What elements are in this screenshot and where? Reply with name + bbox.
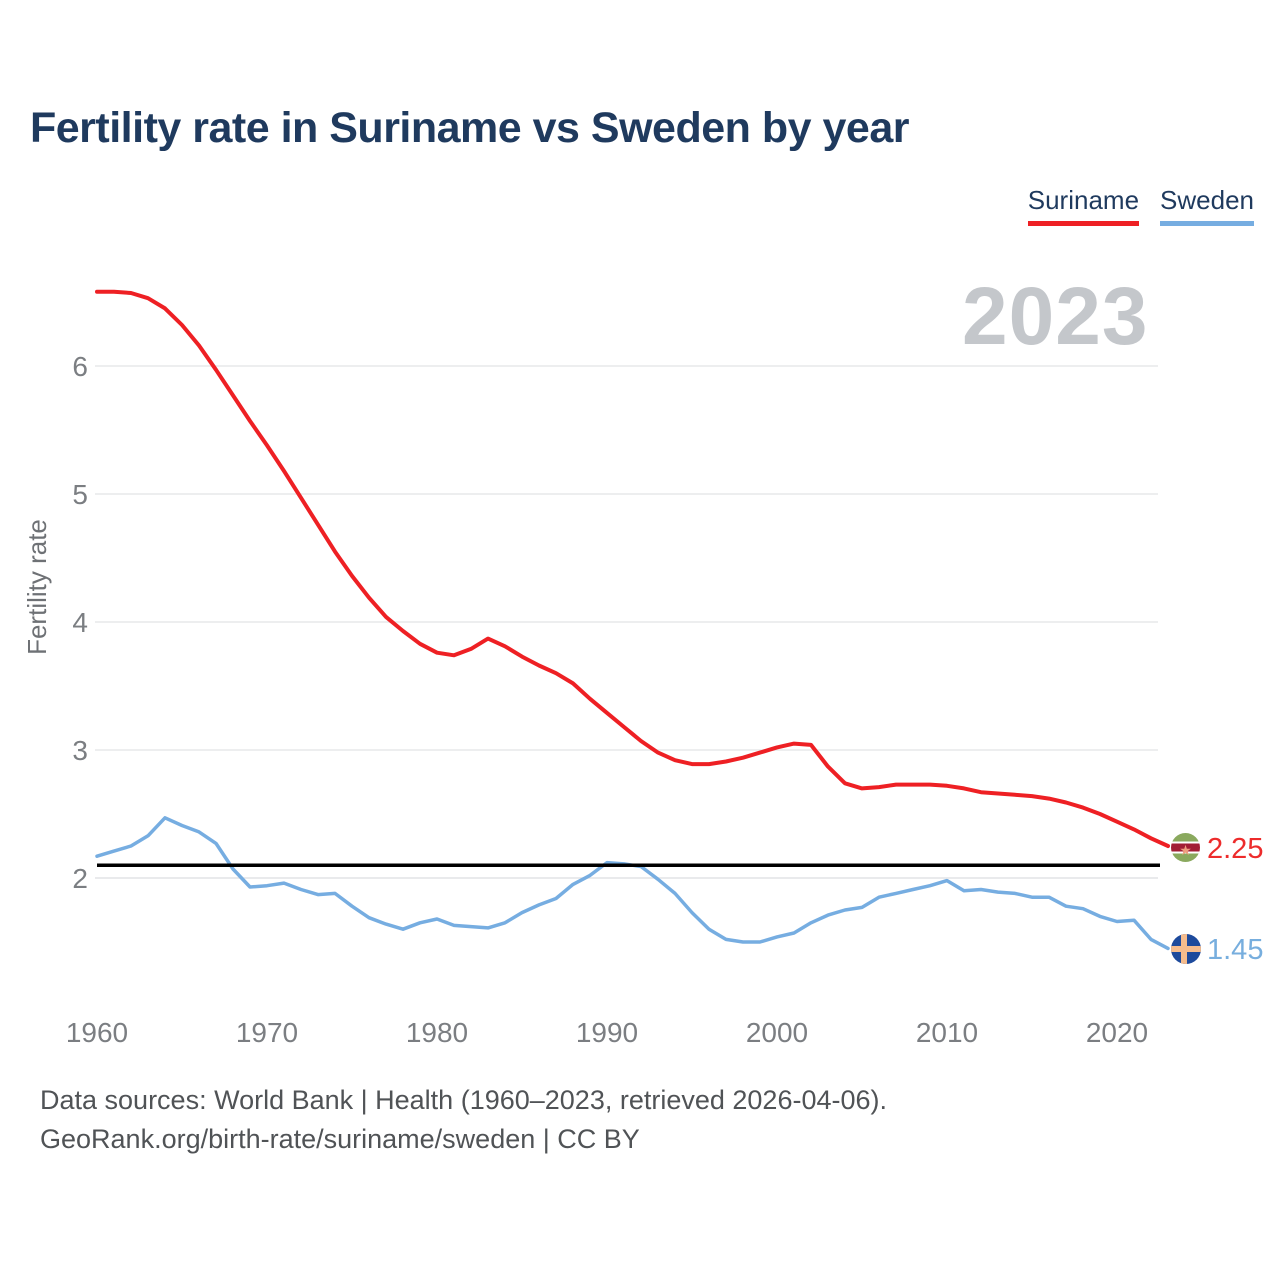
watermark-year: 2023 [962,271,1149,362]
x-axis-ticks: 1960 1970 1980 1990 2000 2010 2020 [66,1017,1148,1048]
suriname-flag-star-icon: ★ [1179,842,1192,858]
y-tick-3: 3 [72,735,88,766]
series-line-suriname [95,289,1170,848]
series-layer [95,289,1170,951]
legend-sweden-underline [1160,221,1254,226]
footer-attribution: GeoRank.org/birth-rate/suriname/sweden |… [40,1124,640,1154]
legend: Suriname Sweden [1027,185,1254,226]
legend-suriname-label: Suriname [1027,185,1140,215]
series-line-sweden [95,816,1170,951]
legend-sweden-label: Sweden [1160,185,1254,215]
suriname-flag-icon: ★ [1171,833,1200,862]
gridlines [95,365,1158,879]
y-tick-4: 4 [72,607,88,638]
footer: Data sources: World Bank | Health (1960–… [40,1081,887,1159]
sweden-flag-icon [1171,934,1201,964]
legend-item-suriname[interactable]: Suriname [1027,185,1140,226]
x-tick-1960: 1960 [66,1017,128,1048]
x-tick-2020: 2020 [1086,1017,1148,1048]
y-tick-5: 5 [72,479,88,510]
y-tick-6: 6 [72,351,88,382]
legend-suriname-underline [1027,221,1140,226]
sweden-end-value: 1.45 [1207,934,1264,966]
page-title: Fertility rate in Suriname vs Sweden by … [30,104,909,152]
y-axis-ticks: 6 5 4 3 2 [72,351,88,894]
x-tick-2010: 2010 [916,1017,978,1048]
x-tick-2000: 2000 [746,1017,808,1048]
y-axis-title: Fertility rate [22,519,52,655]
x-tick-1990: 1990 [576,1017,638,1048]
footer-sources: Data sources: World Bank | Health (1960–… [40,1085,887,1115]
x-tick-1980: 1980 [406,1017,468,1048]
x-tick-1970: 1970 [236,1017,298,1048]
y-tick-2: 2 [72,863,88,894]
sweden-flag-cross [1171,946,1201,952]
legend-item-sweden[interactable]: Sweden [1160,185,1254,226]
suriname-end-value: 2.25 [1207,833,1264,865]
